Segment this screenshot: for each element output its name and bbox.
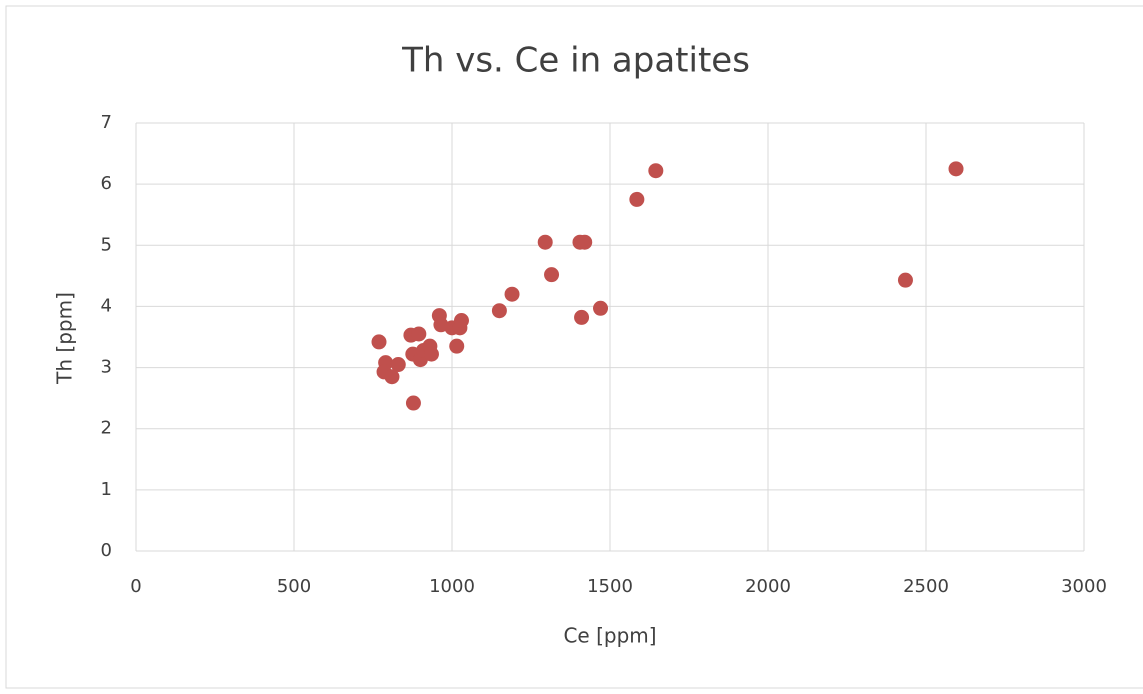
point [648,163,664,179]
x-axis-label: Ce [ppm] [563,624,656,648]
point [449,338,465,354]
point [491,303,507,319]
y-tick-label: 2 [101,418,112,439]
point [411,326,427,342]
point [390,357,406,373]
x-tick-label: 1500 [587,576,633,597]
y-tick-label: 6 [101,173,112,194]
y-tick-label: 4 [101,295,112,316]
point [405,395,421,411]
point [948,161,964,177]
point [423,346,439,362]
chart-title: Th vs. Ce in apatites [401,41,750,81]
y-tick-label: 0 [101,540,112,561]
x-tick-label: 2000 [745,576,791,597]
x-tick-label: 500 [277,576,311,597]
point [544,267,560,283]
y-tick-label: 1 [101,479,112,500]
y-tick-label: 3 [101,357,112,378]
y-axis-label: Th [ppm] [53,292,77,385]
point [371,334,387,350]
x-tick-label: 1000 [429,576,475,597]
point [537,234,553,250]
point [593,300,609,316]
point [384,369,400,385]
point [504,286,520,302]
point [897,272,913,288]
chart-frame [5,5,1143,689]
point [629,191,645,207]
y-tick-label: 5 [101,234,112,255]
x-tick-label: 3000 [1061,576,1107,597]
y-tick-label: 7 [101,112,112,133]
x-tick-label: 0 [130,576,141,597]
point [574,309,590,325]
point [577,234,593,250]
x-tick-label: 2500 [903,576,949,597]
point [453,312,469,328]
